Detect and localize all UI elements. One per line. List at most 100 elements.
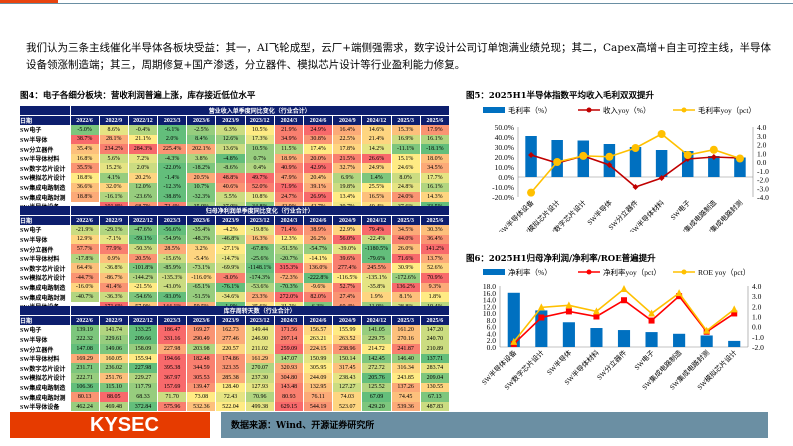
row-label: SW分立器件 (20, 144, 71, 154)
row-label: SW半导体设备 (20, 401, 71, 412)
table-cell: 26.9% (303, 192, 334, 202)
table-cell: -116.0% (186, 273, 217, 283)
table-cell: 211.02 (245, 344, 275, 354)
table-cell: 12.3% (274, 234, 305, 245)
bar (562, 322, 575, 347)
row-label: SW集成电路制造 (20, 382, 71, 393)
table-cell: 68.33 (128, 392, 159, 402)
table-cell: 143.48 (274, 382, 305, 393)
column-header: 2025/3 (391, 115, 421, 126)
bar (708, 156, 720, 177)
table-row: SW集成电路制造 -16.0% 41.4% -21.5% -43.0% -65.1% -76… (20, 282, 451, 293)
table-cell: 229.27 (128, 373, 159, 383)
table-cell: -34.6% (215, 292, 246, 302)
table-cell: 16.1% (420, 182, 451, 193)
table-cell: 220.57 (215, 344, 246, 354)
table-cell: -2.5% (186, 125, 217, 135)
table-cell: 24.7% (274, 192, 305, 202)
right-axis-tick: -2.0 (757, 176, 769, 185)
table-cell: 499.38 (245, 401, 275, 412)
data-source: 数据来源：Wind、开源证券研究所 (221, 412, 768, 438)
table-cell: 34.9% (274, 134, 305, 145)
table-cell: 532.36 (186, 401, 217, 412)
table-cell: -172.6% (391, 273, 421, 283)
table-cell: -135.1% (361, 273, 392, 283)
table-cell: 575.96 (157, 401, 188, 412)
table-cell: 20.5% (186, 173, 217, 183)
table-cell: 115.10 (99, 382, 129, 393)
table-cell: 3.2% (186, 244, 217, 254)
table-cell: 139.19 (70, 325, 100, 335)
table-cell: 539.36 (391, 401, 421, 412)
table-cell: 15.2% (99, 163, 129, 174)
data-point (593, 313, 600, 320)
table-cell: 21.1% (128, 134, 159, 145)
data-point (730, 305, 738, 313)
data-point (731, 310, 738, 317)
table-cell: 16.5% (361, 192, 392, 202)
legend-marker (586, 107, 592, 113)
data-point (658, 175, 665, 181)
table-cell: 272.0% (274, 292, 305, 302)
table-cell: 203.98 (186, 344, 217, 354)
legend-marker (586, 269, 592, 275)
table-cell: 52.0% (245, 182, 275, 193)
table-row: SW电子 -21.9% -29.1% -47.6% -56.6% -35.4% -4.2% -… (20, 225, 451, 235)
legend-swatch (483, 107, 505, 113)
table-cell: 21.5% (332, 153, 363, 164)
data-point (528, 152, 535, 158)
column-header: 2024/3 (274, 315, 305, 326)
table-cell: 629.15 (274, 401, 305, 412)
left-axis-tick: 0.0 (487, 343, 497, 352)
table-cell: 395.38 (157, 363, 188, 374)
table-cell: 8.6% (99, 125, 129, 135)
left-axis-tick: 18.0 (483, 282, 496, 291)
table-cell: 367.97 (157, 373, 188, 383)
table-cell: 259.09 (274, 344, 305, 354)
table-cell: -116.5% (332, 273, 363, 283)
left-axis-tick: -10.0% (492, 183, 514, 192)
column-header: 2023/3 (157, 215, 188, 226)
data-point (565, 301, 573, 309)
table-row: SW半导体材料 16.8% 5.6% 7.2% -4.3% 3.8% -4.8% 0.7% 18… (20, 153, 451, 164)
left-axis-tick: 0.0% (498, 173, 514, 182)
legend-label: 净利率yoy（pct） (603, 267, 661, 277)
legend-marker (681, 107, 687, 113)
figure-4-title: 图4：电子各细分板块：营收利润普遍上涨，库存接近低位水平 (20, 91, 256, 101)
table-cell: 14.2% (361, 144, 392, 154)
section-title: 营业收入单季度同比变化（行业合计） (70, 106, 450, 116)
table-cell: 6.3% (215, 125, 246, 135)
category-label: SW分立器件 (595, 348, 629, 382)
table-cell: 52.6% (420, 263, 451, 274)
table-cell: 6.9% (332, 173, 363, 183)
column-header: 2025/6 (420, 315, 451, 326)
table-cell: 162.73 (215, 325, 246, 335)
legend-marker (681, 269, 687, 275)
table-cell: 136.2% (391, 282, 421, 293)
table-row: SW电子 -5.0% 8.6% -0.4% -6.1% -2.5% 6.3% 10.5% 21.… (20, 125, 451, 135)
column-header: 2024/9 (332, 215, 363, 226)
table-cell: 283.74 (420, 363, 451, 374)
table-cell: 238.96 (332, 344, 363, 354)
table-cell: -20.7% (274, 253, 305, 264)
column-header: 2022/12 (128, 115, 159, 126)
left-axis-tick: 20.0% (495, 153, 514, 162)
data-point (683, 151, 692, 159)
column-header: 2025/6 (420, 115, 451, 126)
table-cell: 372.84 (128, 401, 159, 412)
row-label: SW半导体材料 (20, 153, 71, 164)
table-row: SW半导体 12.9% -7.1% -59.1% -54.9% -48.3% -46.8% 1… (20, 234, 451, 245)
table-cell: 137.26 (391, 382, 421, 393)
row-label: SW电子 (20, 325, 71, 335)
table-cell: 117.79 (128, 382, 159, 393)
table-cell: -15.6% (157, 253, 188, 264)
left-axis-tick: 4.0 (487, 329, 497, 338)
bar (655, 150, 668, 177)
data-point (527, 188, 536, 197)
table-cell: 34.5% (420, 163, 451, 174)
table-cell: 238.43 (332, 373, 363, 383)
column-header: 2024/3 (274, 115, 305, 126)
table-cell: -4.2% (215, 225, 246, 235)
legend-label: 毛利率yoy（pct） (698, 105, 756, 115)
table-cell: 71.6% (391, 253, 421, 264)
